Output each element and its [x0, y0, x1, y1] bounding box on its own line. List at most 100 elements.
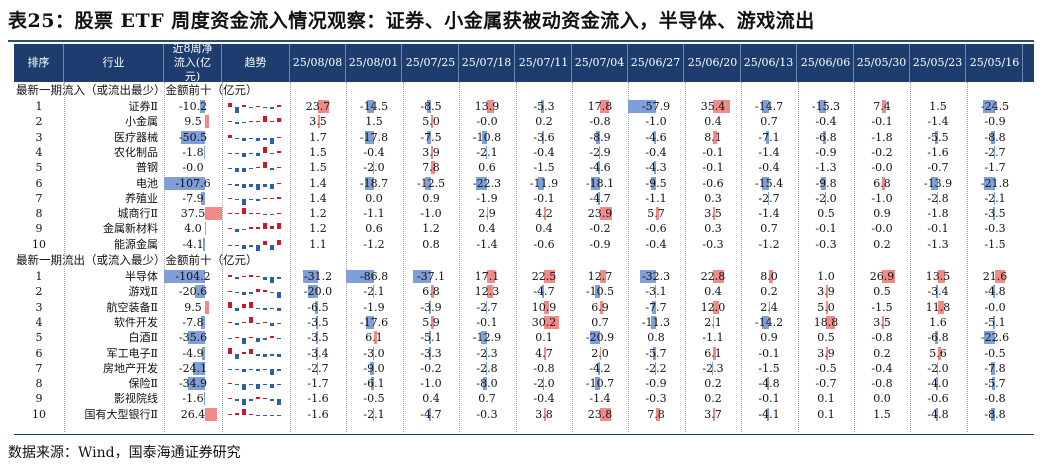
week-value-cell: -1.4	[741, 206, 797, 221]
net8w-value: 37.5	[180, 207, 206, 221]
week-value-cell: 0.4	[516, 221, 572, 236]
week-value: 3.9	[817, 285, 835, 299]
week-value: -0.7	[927, 161, 949, 175]
week-value: 21.6	[982, 270, 1008, 283]
week-value-bar	[650, 315, 656, 329]
week-value: -0.8	[871, 331, 893, 345]
week-value-cell: 1.4	[290, 176, 346, 191]
week-value-cell: -1.0	[403, 376, 459, 391]
table-row: 9 影视院线 -1.6 -1.6 -0.5 0.4 0.7 -0.4 -1.4 -0.3 0.2 -0…	[14, 391, 1034, 406]
sparkline-bar	[235, 183, 239, 187]
trend-sparkline	[222, 130, 290, 145]
week-value-cell: -0.9	[628, 376, 684, 391]
week-value-bar	[483, 377, 487, 391]
week-value-bar	[485, 300, 487, 314]
week-value-cell: -4.8	[910, 407, 966, 422]
week-value-bar	[711, 361, 713, 375]
week-value-bar	[935, 130, 938, 144]
week-value: -0.5	[363, 392, 385, 406]
sparkline-bar	[277, 414, 281, 416]
week-value: -4.6	[589, 161, 611, 175]
week-value-bar	[364, 176, 374, 190]
sparkline-bar	[249, 275, 253, 277]
week-value: 0.5	[873, 285, 891, 299]
sparkline-bar	[249, 107, 253, 108]
sparkline-bar	[228, 301, 232, 308]
week-value: -57.9	[641, 100, 671, 113]
week-value-cell: -1.2	[741, 237, 797, 252]
week-value: -6.5	[307, 300, 329, 314]
sparkline-bar	[256, 152, 260, 157]
industry-cell: 医疗器械	[114, 130, 158, 144]
week-value-cell: -1.4	[459, 237, 515, 252]
industry-cell: 普钢	[136, 161, 158, 175]
week-value: 17.1	[474, 270, 500, 283]
week-value-cell: 1.1	[290, 237, 346, 252]
industry-cell: 城商行Ⅱ	[117, 207, 158, 221]
week-value-cell: 18.8	[798, 315, 854, 330]
sparkline-bar	[256, 338, 260, 342]
week-value-cell: -2.8	[910, 191, 966, 206]
sparkline-bar	[242, 384, 246, 391]
industry-cell: 电池	[136, 176, 158, 190]
week-value-bar	[302, 270, 318, 283]
week-value-cell: -4.0	[910, 376, 966, 391]
week-value-cell: 0.8	[628, 330, 684, 345]
week-value-cell: 13.9	[459, 99, 515, 114]
week-value: -3.3	[420, 346, 442, 360]
net8w-bar	[194, 285, 205, 299]
week-value-bar	[600, 407, 612, 421]
column-divider	[346, 82, 347, 432]
week-value: -10.8	[472, 130, 502, 144]
sparkline-bar	[242, 304, 246, 308]
sparkline-bar	[263, 116, 267, 123]
trend-sparkline	[222, 361, 290, 376]
sparkline-bar	[235, 399, 239, 401]
week-value: -0.1	[927, 222, 949, 236]
week-value: -0.6	[533, 237, 555, 251]
week-value-cell: -86.8	[346, 269, 402, 284]
week-value-cell: -0.9	[967, 114, 1023, 129]
week-value: -0.3	[815, 237, 837, 251]
week-value-cell: -0.1	[516, 191, 572, 206]
week-value-cell: -12.5	[403, 176, 459, 191]
week-value-cell: -1.5	[741, 361, 797, 376]
sparkline-bar	[256, 322, 260, 324]
week-value-bar	[431, 115, 434, 129]
sparkline-bar	[235, 277, 239, 280]
week-value-bar	[818, 100, 826, 113]
week-value-bar	[589, 331, 600, 345]
sparkline-bar	[249, 413, 253, 415]
week-value-cell: 17.1	[459, 269, 515, 284]
net8w-cell: -7.9	[164, 191, 222, 206]
sparkline-bar	[270, 137, 274, 144]
sparkline-bar	[235, 307, 239, 312]
week-value: 1.5	[309, 145, 327, 159]
rank-cell: 2	[35, 285, 43, 299]
week-value: -2.9	[589, 145, 611, 159]
week-value: 0.6	[478, 161, 496, 175]
week-value-cell: -0.5	[346, 391, 402, 406]
week-value-cell: -14.2	[741, 315, 797, 330]
net8w-cell: 26.4	[164, 407, 222, 422]
week-value-cell: -0.4	[346, 145, 402, 160]
week-value-cell: 22.5	[516, 269, 572, 284]
week-value: 0.9	[760, 331, 778, 345]
trend-sparkline	[222, 221, 290, 236]
week-value: -0.1	[815, 222, 837, 236]
sparkline-bar	[270, 414, 274, 416]
sparkline-bar	[228, 168, 232, 170]
sparkline-bar	[256, 288, 260, 293]
header-rank: 排序	[14, 44, 64, 82]
week-value-cell: -0.7	[910, 160, 966, 175]
rank-cell: 2	[35, 115, 43, 129]
week-value-bar	[600, 270, 607, 283]
week-value-cell: -2.3	[685, 361, 741, 376]
sparkline-bar	[228, 413, 232, 415]
week-value: 3.5	[309, 115, 327, 129]
sparkline-bar	[249, 213, 253, 215]
week-value-bar	[373, 407, 374, 421]
week-value-cell: -0.1	[910, 221, 966, 236]
sparkline-bar	[242, 105, 246, 107]
week-value-cell: -57.9	[628, 99, 684, 114]
